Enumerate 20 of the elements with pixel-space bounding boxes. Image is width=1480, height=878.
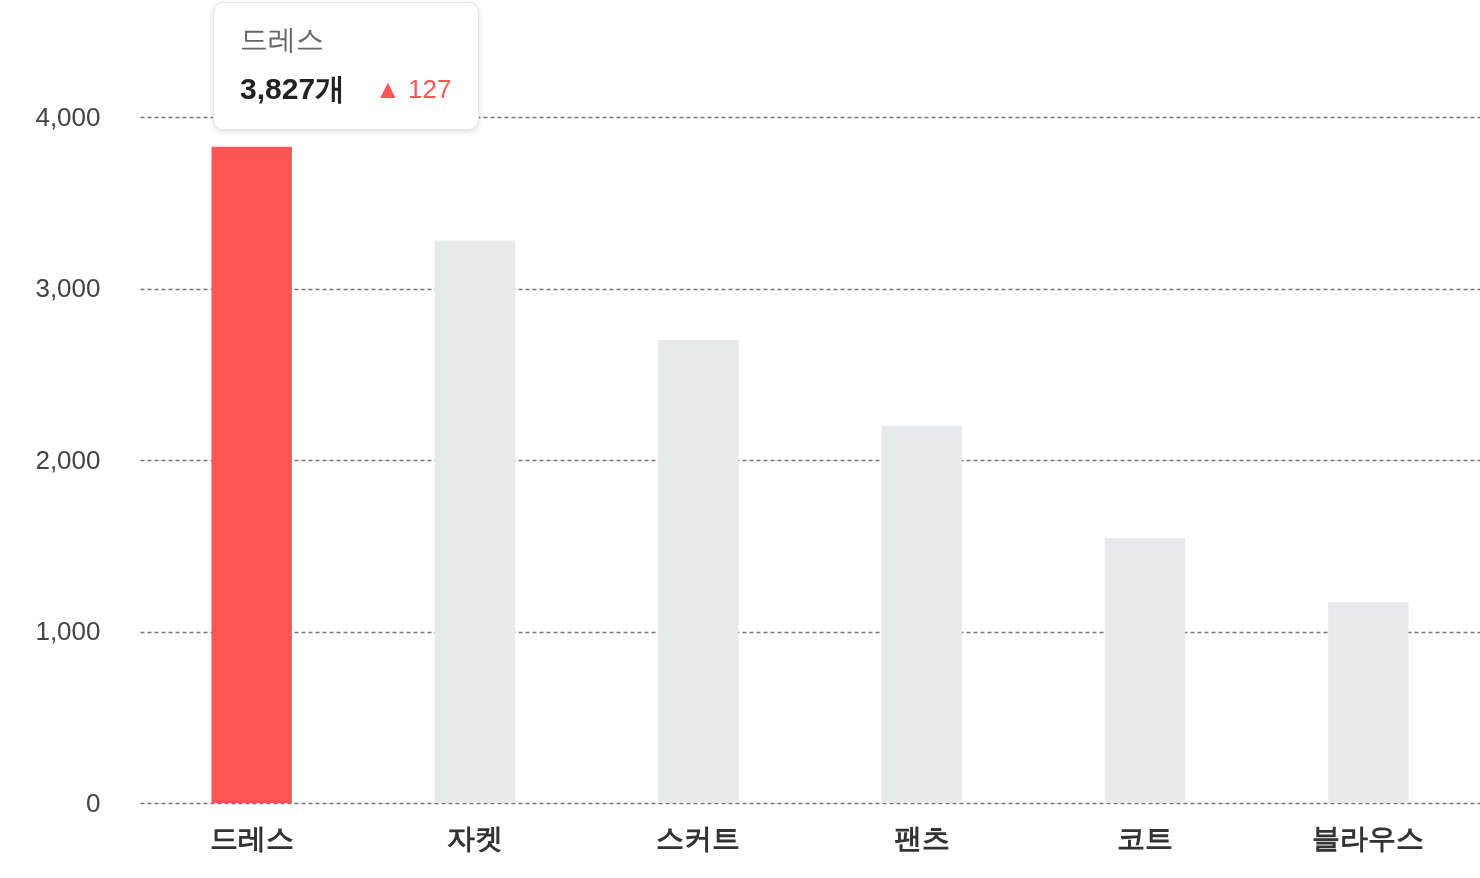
y-tick-label: 3,000 [35,273,101,303]
text: ▲ 127 [375,74,452,105]
bar [434,240,516,803]
bar [658,339,739,803]
y-tick-label: 2,000 [35,444,101,475]
x-tick-label: 자켓 [447,822,503,854]
text: 3,827개 [240,71,346,107]
bar [1104,538,1186,803]
x-tick-label: 스커트 [656,822,741,854]
text: 드레스 [240,23,325,57]
y-tick-label: 1,000 [35,616,101,646]
x-tick-label: 블라우스 [1312,822,1425,854]
x-tick-label: 드레스 [209,822,294,854]
bar [1328,602,1409,803]
bar [211,146,292,803]
y-tick-label: 4,000 [35,101,101,132]
x-tick-label: 코트 [1117,822,1173,854]
y-tick-label: 0 [86,787,101,818]
bar [881,425,962,803]
x-tick-label: 팬츠 [893,822,950,854]
